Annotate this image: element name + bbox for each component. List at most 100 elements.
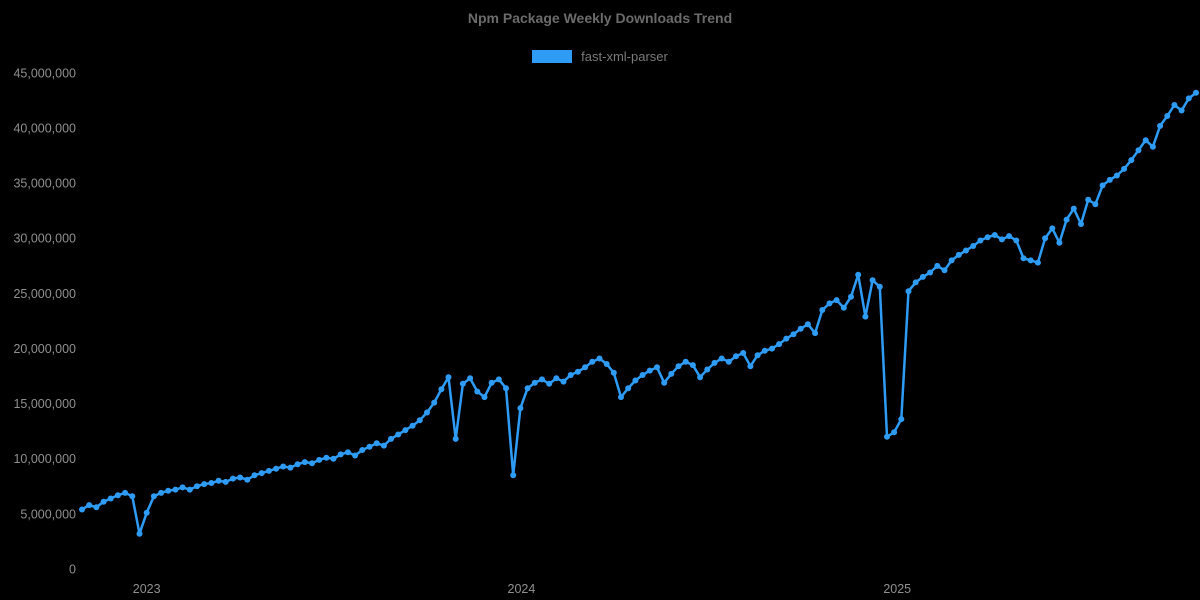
data-point[interactable] <box>1185 95 1192 102</box>
data-point[interactable] <box>639 372 646 378</box>
data-point[interactable] <box>1092 201 1099 208</box>
data-point[interactable] <box>574 368 581 375</box>
data-point[interactable] <box>1149 143 1156 150</box>
data-point[interactable] <box>524 385 531 392</box>
data-point[interactable] <box>790 331 797 338</box>
data-point[interactable] <box>912 279 919 286</box>
data-point[interactable] <box>186 486 193 493</box>
data-point[interactable] <box>301 459 308 466</box>
data-point[interactable] <box>546 380 553 387</box>
data-point[interactable] <box>1171 102 1178 108</box>
data-point[interactable] <box>373 440 380 447</box>
data-point[interactable] <box>704 366 711 373</box>
data-point[interactable] <box>654 364 660 371</box>
data-point[interactable] <box>661 379 668 386</box>
data-point[interactable] <box>79 506 85 513</box>
data-point[interactable] <box>927 269 934 276</box>
data-point[interactable] <box>503 385 509 392</box>
data-point[interactable] <box>1128 157 1135 164</box>
data-point[interactable] <box>287 464 294 471</box>
data-point[interactable] <box>395 431 402 438</box>
data-point[interactable] <box>251 472 258 479</box>
data-point[interactable] <box>1085 196 1092 203</box>
data-point[interactable] <box>1121 165 1128 172</box>
data-point[interactable] <box>632 377 639 384</box>
data-point[interactable] <box>754 352 761 359</box>
data-point[interactable] <box>344 449 351 456</box>
data-point[interactable] <box>596 355 603 362</box>
data-point[interactable] <box>316 456 323 463</box>
data-point[interactable] <box>689 362 696 369</box>
data-point[interactable] <box>848 293 854 300</box>
data-point[interactable] <box>668 370 675 377</box>
data-point[interactable] <box>919 273 926 280</box>
data-point[interactable] <box>603 361 610 367</box>
data-point[interactable] <box>776 341 783 348</box>
data-point[interactable] <box>510 472 517 479</box>
data-point[interactable] <box>1178 107 1185 114</box>
data-point[interactable] <box>86 502 93 509</box>
data-point[interactable] <box>100 498 107 505</box>
data-point[interactable] <box>934 262 941 269</box>
data-point[interactable] <box>495 376 502 383</box>
data-point[interactable] <box>955 251 962 258</box>
data-point[interactable] <box>1042 235 1049 242</box>
data-point[interactable] <box>438 386 445 393</box>
data-point[interactable] <box>445 374 452 381</box>
data-point[interactable] <box>804 321 811 328</box>
data-point[interactable] <box>431 399 438 406</box>
data-point[interactable] <box>143 509 150 516</box>
data-point[interactable] <box>1049 225 1056 232</box>
data-point[interactable] <box>388 435 394 442</box>
data-point[interactable] <box>905 288 912 295</box>
data-point[interactable] <box>970 243 977 249</box>
data-point[interactable] <box>618 394 624 401</box>
data-point[interactable] <box>761 347 768 354</box>
data-point[interactable] <box>1013 237 1020 244</box>
data-point[interactable] <box>122 489 129 496</box>
data-point[interactable] <box>459 380 466 387</box>
data-point[interactable] <box>553 375 560 382</box>
data-point[interactable] <box>862 313 869 320</box>
data-point[interactable] <box>1135 147 1142 154</box>
data-point[interactable] <box>172 486 179 493</box>
data-point[interactable] <box>531 379 538 386</box>
data-point[interactable] <box>1078 221 1084 227</box>
data-point[interactable] <box>725 358 732 365</box>
data-point[interactable] <box>237 474 244 481</box>
data-point[interactable] <box>884 433 890 440</box>
data-point[interactable] <box>294 461 301 468</box>
data-point[interactable] <box>646 367 653 374</box>
data-point[interactable] <box>380 442 387 449</box>
data-point[interactable] <box>165 487 172 494</box>
data-point[interactable] <box>93 504 100 511</box>
data-point[interactable] <box>309 460 315 467</box>
data-point[interactable] <box>150 493 157 500</box>
data-point[interactable] <box>258 470 265 477</box>
data-point[interactable] <box>797 325 804 332</box>
data-point[interactable] <box>718 355 725 362</box>
data-point[interactable] <box>273 465 280 472</box>
data-point[interactable] <box>114 492 121 499</box>
data-point[interactable] <box>1063 216 1070 223</box>
data-point[interactable] <box>265 467 272 474</box>
data-point[interactable] <box>323 454 330 461</box>
data-point[interactable] <box>963 247 969 254</box>
data-point[interactable] <box>984 234 991 241</box>
data-point[interactable] <box>625 385 632 392</box>
data-point[interactable] <box>733 353 739 360</box>
data-point[interactable] <box>1113 172 1120 179</box>
data-point[interactable] <box>769 345 775 352</box>
data-point[interactable] <box>179 484 186 491</box>
data-point[interactable] <box>819 307 826 313</box>
data-point[interactable] <box>567 372 574 378</box>
data-point[interactable] <box>876 283 883 290</box>
legend[interactable]: fast-xml-parser <box>0 49 1200 64</box>
data-point[interactable] <box>589 358 596 365</box>
data-point[interactable] <box>517 405 524 412</box>
data-point[interactable] <box>610 369 617 376</box>
data-point[interactable] <box>998 236 1005 243</box>
data-point[interactable] <box>129 493 136 500</box>
data-point[interactable] <box>222 478 229 485</box>
